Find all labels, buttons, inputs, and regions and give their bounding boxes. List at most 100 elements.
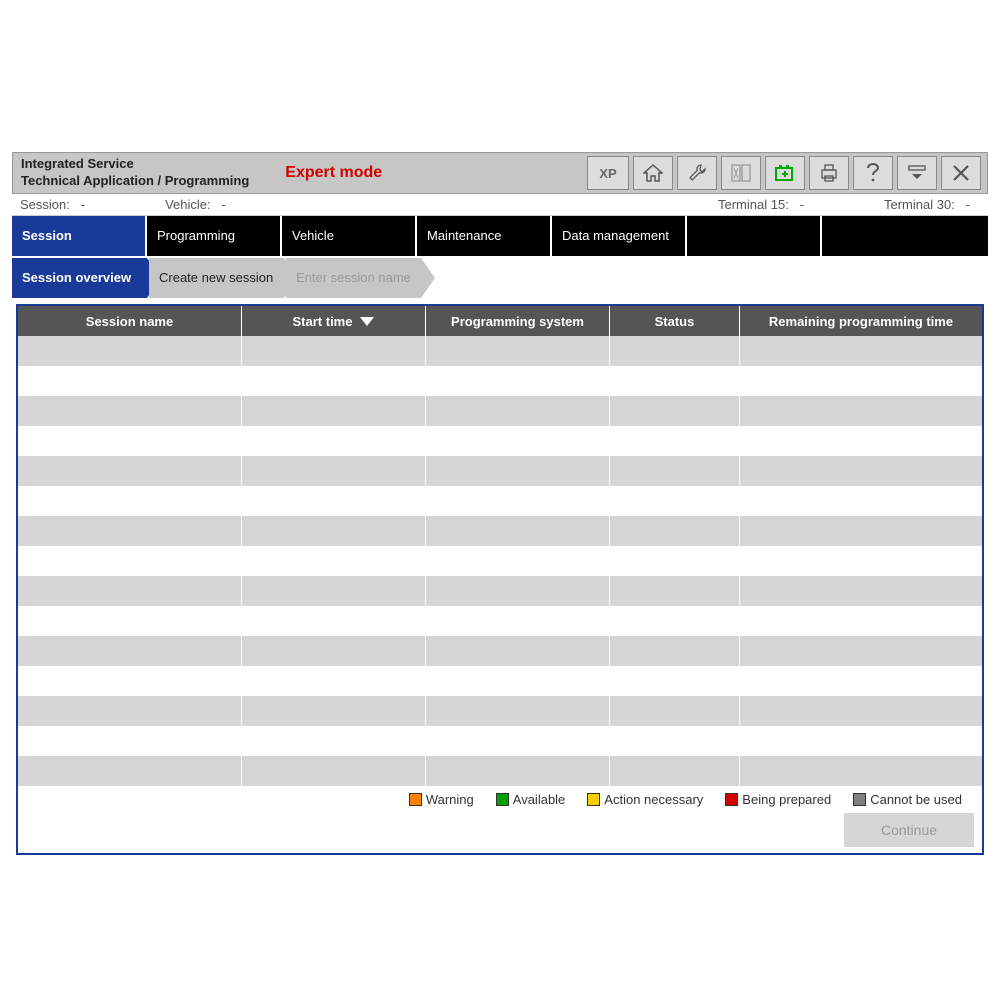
content-frame: Session name Start time Programming syst… (16, 304, 984, 855)
tab-data-management[interactable]: Data management (552, 216, 687, 256)
table-header: Session name Start time Programming syst… (18, 306, 982, 336)
legend: WarningAvailableAction necessaryBeing pr… (18, 786, 982, 811)
table-cell (242, 426, 426, 456)
table-cell (740, 576, 982, 606)
table-cell (610, 606, 740, 636)
table-cell (242, 396, 426, 426)
col-session-name[interactable]: Session name (18, 306, 242, 336)
table-row[interactable] (18, 696, 982, 726)
table-cell (740, 396, 982, 426)
table-cell (426, 696, 610, 726)
table-cell (610, 576, 740, 606)
col-status[interactable]: Status (610, 306, 740, 336)
table-cell (242, 516, 426, 546)
tab-programming[interactable]: Programming (147, 216, 282, 256)
table-cell (18, 726, 242, 756)
table-cell (18, 756, 242, 786)
continue-button[interactable]: Continue (844, 813, 974, 847)
xp-button[interactable]: XP (587, 156, 629, 190)
table-cell (18, 636, 242, 666)
table-cell (18, 456, 242, 486)
table-cell (242, 486, 426, 516)
table-cell (426, 396, 610, 426)
table-cell (740, 606, 982, 636)
table-cell (610, 696, 740, 726)
table-row[interactable] (18, 756, 982, 786)
tab-session[interactable]: Session (12, 216, 147, 256)
table-row[interactable] (18, 456, 982, 486)
table-cell (610, 666, 740, 696)
table-cell (18, 606, 242, 636)
table-row[interactable] (18, 606, 982, 636)
table-cell (18, 516, 242, 546)
home-icon (643, 164, 663, 182)
battery-button[interactable] (765, 156, 805, 190)
table-row[interactable] (18, 396, 982, 426)
table-row[interactable] (18, 336, 982, 366)
subtab-create-new-session[interactable]: Create new session (149, 258, 284, 298)
tab-empty-1 (687, 216, 822, 256)
settings-button[interactable] (677, 156, 717, 190)
expert-mode-label: Expert mode (285, 164, 382, 182)
table-cell (242, 696, 426, 726)
legend-label: Available (513, 792, 566, 807)
table-cell (740, 456, 982, 486)
legend-item: Warning (409, 792, 474, 807)
table-cell (18, 486, 242, 516)
table-cell (610, 756, 740, 786)
table-cell (242, 726, 426, 756)
table-cell (426, 336, 610, 366)
table-cell (18, 426, 242, 456)
table-row[interactable] (18, 426, 982, 456)
table-row[interactable] (18, 666, 982, 696)
toolbar: XP (587, 156, 987, 190)
col-programming-system[interactable]: Programming system (426, 306, 610, 336)
table-row[interactable] (18, 486, 982, 516)
print-icon (819, 164, 839, 182)
table-row[interactable] (18, 726, 982, 756)
table-cell (18, 336, 242, 366)
tab-maintenance[interactable]: Maintenance (417, 216, 552, 256)
table-row[interactable] (18, 636, 982, 666)
table-cell (610, 366, 740, 396)
status-row: Session: - Vehicle: - Terminal 15: - Ter… (12, 194, 988, 216)
print-button[interactable] (809, 156, 849, 190)
help-button[interactable] (853, 156, 893, 190)
col-start-time[interactable]: Start time (242, 306, 426, 336)
collapse-button[interactable] (897, 156, 937, 190)
table-row[interactable] (18, 546, 982, 576)
panel-icon (731, 164, 751, 182)
close-icon (952, 164, 970, 182)
table-cell (18, 366, 242, 396)
table-row[interactable] (18, 366, 982, 396)
legend-label: Warning (426, 792, 474, 807)
table-cell (426, 486, 610, 516)
status-session: Session: - (20, 197, 85, 212)
table-cell (610, 456, 740, 486)
subtab-enter-session-name: Enter session name (286, 258, 421, 298)
home-button[interactable] (633, 156, 673, 190)
table-body (18, 336, 982, 786)
tab-vehicle[interactable]: Vehicle (282, 216, 417, 256)
table-cell (610, 486, 740, 516)
table-cell (426, 606, 610, 636)
table-cell (242, 666, 426, 696)
table-cell (242, 756, 426, 786)
table-cell (610, 636, 740, 666)
col-remaining-time[interactable]: Remaining programming time (740, 306, 982, 336)
legend-item: Available (496, 792, 566, 807)
legend-swatch (496, 793, 509, 806)
close-button[interactable] (941, 156, 981, 190)
panel-button[interactable] (721, 156, 761, 190)
table-cell (426, 456, 610, 486)
title-line2: Technical Application / Programming (21, 173, 249, 188)
table-cell (18, 546, 242, 576)
status-vehicle: Vehicle: - (165, 197, 638, 212)
table-cell (610, 726, 740, 756)
app-window: Integrated Service Technical Application… (12, 152, 988, 848)
table-cell (610, 336, 740, 366)
subtab-session-overview[interactable]: Session overview (12, 258, 147, 298)
status-t30: Terminal 30: - (884, 197, 970, 212)
table-row[interactable] (18, 516, 982, 546)
table-row[interactable] (18, 576, 982, 606)
